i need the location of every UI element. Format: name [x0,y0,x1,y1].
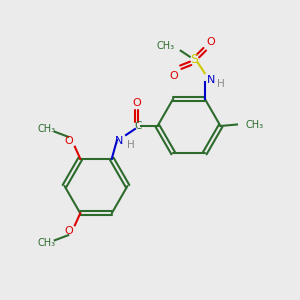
Text: H: H [127,140,135,150]
Text: H: H [218,79,225,89]
Text: CH₃: CH₃ [245,119,263,130]
Text: CH₃: CH₃ [157,41,175,51]
Text: S: S [190,53,198,66]
Text: O: O [170,70,178,81]
Text: CH₃: CH₃ [38,238,56,248]
Text: N: N [207,75,215,85]
Text: N: N [115,136,123,146]
Text: CH₃: CH₃ [38,124,56,134]
Text: O: O [64,226,73,236]
Text: O: O [206,37,215,47]
Text: O: O [64,136,73,146]
Text: O: O [132,98,141,109]
Text: C: C [134,121,142,131]
